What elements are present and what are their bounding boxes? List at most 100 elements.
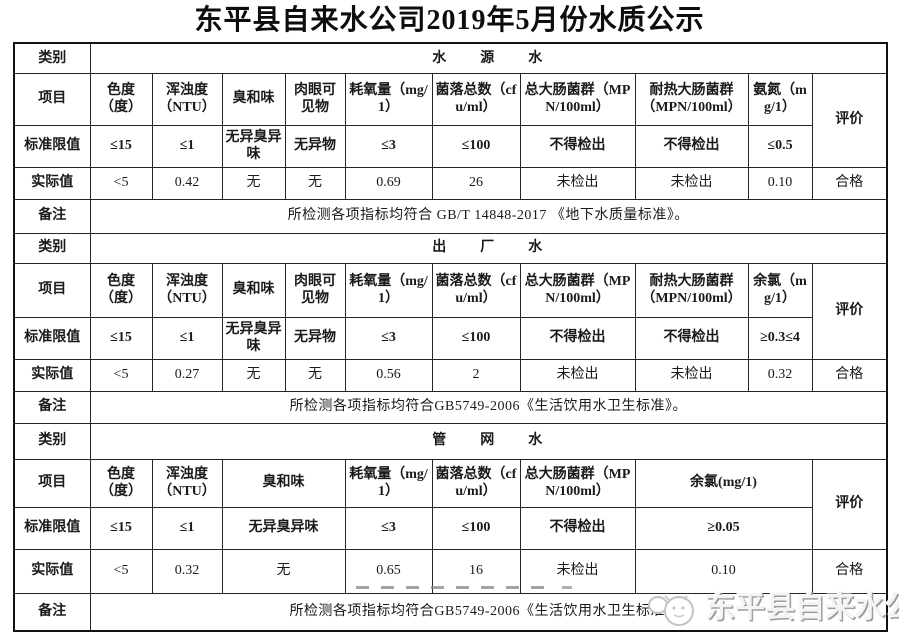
section2-category-row: 类别 出 厂 水 — [13, 232, 888, 264]
actual-cell: 无 — [284, 166, 346, 200]
limit-cell: 无异物 — [284, 124, 346, 168]
verdict-cell: 合格 — [811, 548, 888, 594]
verdict-cell: 合格 — [811, 358, 888, 392]
header-cell: 菌落总数（cfu/ml） — [431, 262, 521, 318]
limit-cell: ≤3 — [344, 316, 433, 360]
limit-cell: ≤1 — [151, 124, 223, 168]
limit-cell: 无异臭异味 — [221, 316, 286, 360]
row-label-item: 项目 — [13, 262, 91, 318]
actual-cell: 0.32 — [747, 358, 813, 392]
actual-cell: <5 — [89, 548, 153, 594]
row-label-limit: 标准限值 — [13, 124, 91, 168]
header-cell: 耗氧量（mg/1） — [344, 72, 433, 126]
limit-cell: 无异臭异味 — [221, 506, 346, 550]
smudge-artifact — [356, 586, 556, 589]
section1-limit-row: 标准限值 ≤15 ≤1 无异臭异味 无异物 ≤3 ≤100 不得检出 不得检出 … — [13, 124, 887, 168]
header-cell: 浑浊度（NTU） — [151, 262, 223, 318]
header-cell: 肉眼可见物 — [284, 72, 346, 126]
section3-limit-row: 标准限值 ≤15 ≤1 无异臭异味 ≤3 ≤100 不得检出 ≥0.05 — [13, 506, 887, 550]
header-cell: 耐热大肠菌群（MPN/100ml） — [634, 262, 749, 318]
header-cell: 余氯(mg/1) — [634, 458, 813, 508]
section2-limit-row: 标准限值 ≤15 ≤1 无异臭异味 无异物 ≤3 ≤100 不得检出 不得检出 … — [13, 316, 887, 360]
header-cell: 耐热大肠菌群（MPN/100ml） — [634, 72, 749, 126]
actual-cell: 0.32 — [151, 548, 223, 594]
limit-cell: 不得检出 — [634, 124, 749, 168]
row-label-evaluation: 评价 — [811, 458, 888, 550]
row-label-category: 类别 — [13, 42, 91, 74]
actual-cell: <5 — [89, 166, 153, 200]
header-cell: 臭和味 — [221, 458, 346, 508]
limit-cell: ≥0.05 — [634, 506, 813, 550]
section1-actual-row: 实际值 <5 0.42 无 无 0.69 26 未检出 未检出 0.10 合格 — [13, 166, 888, 200]
header-cell: 菌落总数（cfu/ml） — [431, 72, 521, 126]
header-cell: 菌落总数（cfu/ml） — [431, 458, 521, 508]
remark-text: 所检测各项指标均符合GB5749-2006《生活饮用水卫生标准》。 — [89, 390, 888, 424]
section2-actual-row: 实际值 <5 0.27 无 无 0.56 2 未检出 未检出 0.32 合格 — [13, 358, 888, 392]
header-cell: 臭和味 — [221, 262, 286, 318]
limit-cell: ≥0.3≤4 — [747, 316, 813, 360]
actual-cell: 无 — [221, 358, 286, 392]
actual-cell: 无 — [221, 548, 346, 594]
limit-cell: ≤0.5 — [747, 124, 813, 168]
row-label-actual: 实际值 — [13, 166, 91, 200]
row-label-evaluation: 评价 — [811, 72, 888, 168]
section3-header-row: 项目 色度（度） 浑浊度（NTU） 臭和味 耗氧量（mg/1） 菌落总数（cfu… — [13, 458, 888, 550]
verdict-cell: 合格 — [811, 166, 888, 200]
row-label-category: 类别 — [13, 422, 91, 460]
remark-text: 所检测各项指标均符合GB5749-2006《生活饮用水卫生标准》。 — [89, 592, 888, 632]
header-cell: 总大肠菌群（MPN/100ml） — [519, 262, 636, 318]
header-cell: 总大肠菌群（MPN/100ml） — [519, 72, 636, 126]
header-cell: 臭和味 — [221, 72, 286, 126]
actual-cell: 未检出 — [634, 358, 749, 392]
section3-category-row: 类别 管 网 水 — [13, 422, 888, 460]
header-cell: 耗氧量（mg/1） — [344, 262, 433, 318]
smudge-dot-artifact — [562, 586, 572, 589]
actual-cell: 无 — [221, 166, 286, 200]
water-quality-table: 类别 水 源 水 项目 色度（度） 浑浊度（NTU） 臭和味 肉眼可见物 耗氧量… — [13, 42, 888, 632]
section1-remark-row: 备注 所检测各项指标均符合 GB/T 14848-2017 《地下水质量标准》。 — [13, 198, 888, 234]
section2-name: 出 厂 水 — [89, 232, 888, 264]
row-label-remark: 备注 — [13, 592, 91, 632]
actual-cell: 2 — [431, 358, 521, 392]
header-cell: 余氯（mg/1） — [747, 262, 813, 318]
actual-cell: 0.27 — [151, 358, 223, 392]
section1-header-row: 项目 色度（度） 浑浊度（NTU） 臭和味 肉眼可见物 耗氧量（mg/1） 菌落… — [13, 72, 888, 168]
header-cell: 总大肠菌群（MPN/100ml） — [519, 458, 636, 508]
row-label-remark: 备注 — [13, 198, 91, 234]
row-label-item: 项目 — [13, 458, 91, 508]
row-label-item: 项目 — [13, 72, 91, 126]
limit-cell: ≤100 — [431, 124, 521, 168]
header-cell: 肉眼可见物 — [284, 262, 346, 318]
actual-cell: 未检出 — [519, 166, 636, 200]
section3-actual-row: 实际值 <5 0.32 无 0.65 16 未检出 0.10 合格 — [13, 548, 888, 594]
row-label-category: 类别 — [13, 232, 91, 264]
actual-cell: 未检出 — [519, 358, 636, 392]
row-label-actual: 实际值 — [13, 548, 91, 594]
limit-cell: ≤15 — [89, 316, 153, 360]
limit-cell: ≤1 — [151, 316, 223, 360]
section2-remark-row: 备注 所检测各项指标均符合GB5749-2006《生活饮用水卫生标准》。 — [13, 390, 888, 424]
section1-category-row: 类别 水 源 水 — [13, 42, 888, 74]
row-label-limit: 标准限值 — [13, 506, 91, 550]
actual-cell: 26 — [431, 166, 521, 200]
actual-cell: 0.56 — [344, 358, 433, 392]
actual-cell: 0.10 — [634, 548, 813, 594]
section2-header-row: 项目 色度（度） 浑浊度（NTU） 臭和味 肉眼可见物 耗氧量（mg/1） 菌落… — [13, 262, 888, 360]
header-cell: 耗氧量（mg/1） — [344, 458, 433, 508]
header-cell: 氨氮（mg/1） — [747, 72, 813, 126]
header-cell: 色度（度） — [89, 458, 153, 508]
actual-cell: 无 — [284, 358, 346, 392]
limit-cell: 不得检出 — [519, 316, 636, 360]
actual-cell: 0.69 — [344, 166, 433, 200]
limit-cell: ≤1 — [151, 506, 223, 550]
limit-cell: 无异臭异味 — [221, 124, 286, 168]
section3-name: 管 网 水 — [89, 422, 888, 460]
actual-cell: 未检出 — [634, 166, 749, 200]
limit-cell: ≤100 — [431, 506, 521, 550]
limit-cell: ≤100 — [431, 316, 521, 360]
section3-remark-row: 备注 所检测各项指标均符合GB5749-2006《生活饮用水卫生标准》。 — [13, 592, 888, 632]
row-label-actual: 实际值 — [13, 358, 91, 392]
page-title: 东平县自来水公司2019年5月份水质公示 — [194, 5, 705, 36]
row-label-limit: 标准限值 — [13, 316, 91, 360]
